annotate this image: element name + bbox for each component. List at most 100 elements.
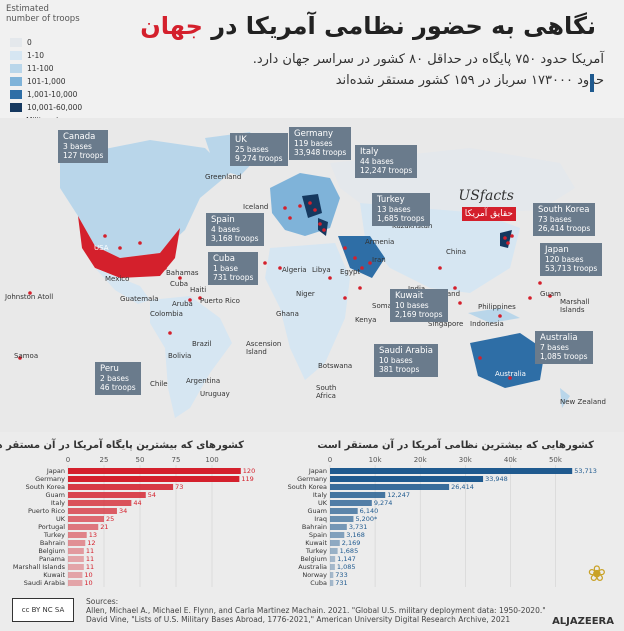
aljazeera-logo-icon: ❀ — [587, 562, 606, 587]
place-johnston-atoll: Johnston Atoll — [5, 293, 54, 301]
troops-value-label: 9,274 — [374, 499, 393, 507]
bases-category-label: Marshall Islands — [13, 563, 66, 571]
bases-bar — [68, 564, 84, 570]
card-country: Turkey — [377, 195, 405, 205]
place-new-zealand: New Zealand — [560, 398, 606, 406]
legend-label: 1-10 — [27, 51, 45, 60]
troops-category-label: Spain — [309, 531, 327, 539]
bases-value-label: 73 — [175, 483, 183, 491]
card-bases: 7 bases — [540, 343, 569, 352]
bases-value-label: 119 — [241, 475, 253, 483]
legend-swatch — [10, 51, 22, 60]
card-bases: 120 bases — [545, 255, 584, 264]
troops-bar — [330, 548, 338, 554]
middle-east-shape — [338, 236, 385, 278]
troops-value-label: 1,147 — [337, 555, 356, 563]
australia-shape — [470, 333, 545, 388]
bases-tick-label: 0 — [66, 456, 70, 464]
troops-tick-label: 50k — [549, 456, 563, 464]
base-dot — [278, 266, 282, 270]
bases-category-label: Portugal — [38, 523, 65, 531]
place-ghana: Ghana — [276, 310, 299, 318]
sources-label: Sources: — [86, 597, 119, 606]
base-dot — [508, 376, 512, 380]
bases-tick-label: 100 — [205, 456, 218, 464]
place-botswana: Botswana — [318, 362, 353, 370]
troops-bar — [330, 476, 484, 482]
bases-value-label: 25 — [106, 515, 114, 523]
bases-category-label: Puerto Rico — [28, 507, 65, 515]
card-bases: 2 bases — [100, 374, 129, 383]
bases-tick-label: 25 — [100, 456, 109, 464]
country-card: South Korea 73 bases 26,414 troops — [533, 203, 596, 236]
troops-value-label: 1,085 — [337, 563, 356, 571]
legend-title-line2: number of troops — [6, 14, 80, 24]
place-singapore: Singapore — [428, 320, 464, 328]
place-niger: Niger — [296, 290, 315, 298]
base-dot — [318, 222, 322, 226]
place-egypt: Egypt — [340, 268, 361, 276]
indonesia-shape — [468, 308, 520, 323]
place-philippines: Philippines — [478, 303, 516, 311]
title-main: نگاهی به حضور نظامی آمریکا در — [211, 12, 596, 40]
place-kazakhstan: Kazakhstan — [392, 222, 433, 230]
troops-value-label: 12,247 — [387, 491, 410, 499]
base-dot — [528, 296, 532, 300]
title-highlight: جهان — [140, 12, 203, 40]
bases-bar — [68, 556, 84, 562]
place-libya: Libya — [312, 266, 331, 274]
base-dot — [453, 286, 457, 290]
troops-bar — [330, 556, 336, 562]
legend-item: 1,001-10,000 — [10, 90, 77, 99]
card-country: Kuwait — [395, 291, 424, 301]
legend-swatch — [10, 103, 22, 112]
base-dot — [163, 266, 167, 270]
country-card: Spain 4 bases 3,168 troops — [206, 213, 264, 246]
bases-tick-label: 75 — [172, 456, 181, 464]
card-troops: 731 troops — [213, 273, 254, 282]
base-dot — [328, 276, 332, 280]
base-dot — [322, 228, 326, 232]
place-haiti: Haiti — [190, 286, 207, 294]
base-dot — [298, 204, 302, 208]
place-cuba: Cuba — [170, 280, 189, 288]
legend-label: 10,001-60,000 — [27, 103, 83, 112]
base-dots — [18, 201, 552, 380]
troops-category-label: Belgium — [300, 555, 327, 563]
base-dot — [458, 301, 462, 305]
troops-value-label: 53,713 — [574, 467, 597, 475]
card-bases: 10 bases — [395, 301, 429, 310]
country-card: Turkey 13 bases 1,685 troops — [372, 193, 430, 226]
place-colombia: Colombia — [150, 310, 183, 318]
place-usa: USA — [94, 244, 109, 252]
page-title: نگاهی به حضور نظامی آمریکا در جهان — [140, 12, 596, 40]
south-america-shape — [150, 296, 232, 418]
troops-value-label: 3,168 — [346, 531, 365, 539]
country-card: Germany 119 bases 33,948 troops — [289, 127, 352, 160]
usa-shape — [78, 216, 180, 278]
card-bases: 10 bases — [379, 356, 413, 365]
bases-bar — [68, 532, 87, 538]
bases-bar — [68, 580, 83, 586]
bases-bar — [68, 468, 241, 474]
card-bases: 3 bases — [63, 142, 92, 151]
bases-category-label: Bahrain — [40, 539, 65, 547]
card-troops: 26,414 troops — [538, 224, 591, 233]
place-china: China — [446, 248, 466, 256]
card-country: Germany — [294, 129, 334, 139]
troops-value-label: 2,169 — [342, 539, 361, 547]
bases-value-label: 12 — [87, 539, 95, 547]
bases-value-label: 21 — [100, 523, 108, 531]
bases-value-label: 44 — [133, 499, 141, 507]
country-card: Australia 7 bases 1,085 troops — [535, 331, 593, 364]
usfacts-tag: حقایق آمریکا — [461, 207, 516, 221]
country-card: Kuwait 10 bases 2,169 troops — [390, 289, 448, 322]
legend-title: Estimated number of troops — [6, 4, 116, 24]
bases-category-label: UK — [56, 515, 66, 523]
bases-value-label: 120 — [243, 467, 255, 475]
subtitle-accent — [590, 74, 594, 92]
place-armenia: Armenia — [365, 238, 395, 246]
subtitle-line2: حدود ۱۷۳۰۰۰ سرباز در ۱۵۹ کشور مستقر شده‌… — [335, 73, 604, 88]
bases-value-label: 11 — [86, 547, 94, 555]
card-troops: 12,247 troops — [360, 166, 413, 175]
